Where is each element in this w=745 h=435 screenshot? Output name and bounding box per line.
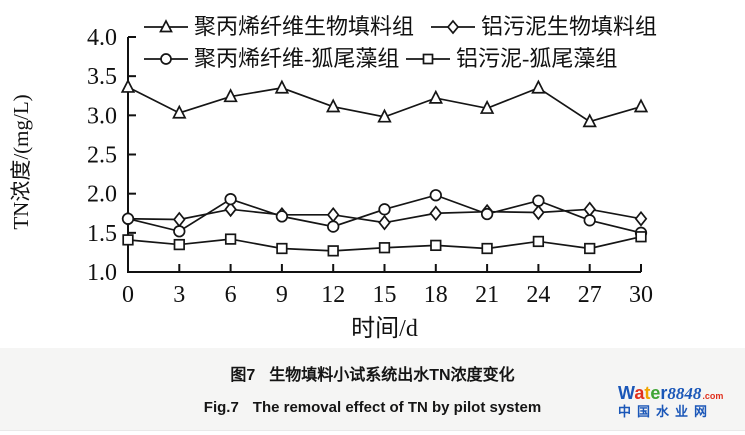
y-tick-label: 4.0 bbox=[87, 25, 117, 51]
data-point bbox=[224, 233, 237, 245]
legend-item-square: 铝污泥-狐尾藻组 bbox=[405, 46, 617, 72]
data-point bbox=[224, 201, 237, 218]
x-tick-label: 12 bbox=[321, 282, 345, 308]
data-point bbox=[327, 245, 339, 257]
y-tick-label: 1.5 bbox=[87, 221, 117, 247]
data-point bbox=[429, 205, 443, 222]
legend-item-circle: 聚丙烯纤维-狐尾藻组 bbox=[143, 46, 399, 72]
y-tick-label: 3.0 bbox=[87, 103, 117, 129]
square-marker-icon bbox=[406, 53, 450, 65]
x-tick-label: 15 bbox=[373, 282, 397, 308]
logo-wordmark: Water8848.com bbox=[618, 384, 740, 403]
figure-caption-zh: 图7 生物填料小试系统出水TN浓度变化 bbox=[0, 361, 745, 385]
x-tick-label: 27 bbox=[578, 282, 602, 308]
x-tick-label: 18 bbox=[424, 282, 448, 308]
data-point bbox=[224, 192, 237, 206]
logo-word: Water bbox=[618, 383, 668, 403]
data-point bbox=[480, 207, 494, 221]
data-point bbox=[430, 239, 442, 252]
figure-caption-en: Fig.7 The removal effect of TN by pilot s… bbox=[0, 399, 745, 416]
data-point bbox=[532, 235, 545, 248]
data-point bbox=[583, 214, 596, 227]
x-tick-label: 24 bbox=[526, 282, 550, 308]
figure-number-en: Fig.7 bbox=[203, 399, 239, 416]
y-tick-label: 3.5 bbox=[87, 64, 117, 90]
x-tick-label: 21 bbox=[475, 282, 499, 308]
water8848-logo: Water8848.com 中国水业网 bbox=[618, 384, 740, 419]
x-axis-label: 时间/d bbox=[351, 315, 418, 342]
data-point bbox=[121, 212, 135, 225]
caption-band: 图7 生物填料小试系统出水TN浓度变化 Fig.7 The removal effe… bbox=[0, 348, 745, 431]
data-point bbox=[633, 98, 649, 113]
data-point bbox=[173, 225, 186, 238]
axes bbox=[127, 37, 641, 273]
data-point bbox=[276, 242, 288, 255]
data-point bbox=[532, 204, 545, 221]
x-tick-label: 0 bbox=[122, 282, 134, 308]
figure-title-en: The removal effect of TN by pilot system bbox=[252, 399, 542, 416]
logo-tld: .com bbox=[702, 391, 724, 401]
data-point bbox=[327, 220, 340, 233]
x-tick-label: 9 bbox=[276, 282, 288, 308]
data-point bbox=[173, 211, 186, 228]
data-point bbox=[274, 79, 290, 94]
y-axis-label: TN浓度/(mg/L) bbox=[9, 94, 33, 229]
legend-label: 聚丙烯纤维-狐尾藻组 bbox=[194, 46, 400, 71]
figure-number-zh: 图7 bbox=[230, 367, 256, 384]
data-point bbox=[378, 214, 391, 231]
logo-number: 8848 bbox=[667, 384, 702, 403]
data-point bbox=[120, 78, 136, 93]
data-point bbox=[428, 89, 443, 104]
data-point bbox=[634, 210, 648, 227]
data-point bbox=[479, 99, 495, 114]
data-point bbox=[481, 242, 493, 255]
y-tick-label: 2.5 bbox=[87, 143, 117, 169]
logo-chinese-name: 中国水业网 bbox=[618, 403, 714, 419]
x-tick-label: 30 bbox=[629, 282, 653, 308]
tn-line-chart: 1.0 1.5 2.0 2.5 3.0 3.5 4.0 0 3 6 9 12 15 18 21 24 27 30 时… bbox=[9, 14, 658, 342]
legend-item-triangle: 聚丙烯纤维生物填料组 bbox=[143, 14, 414, 40]
data-point bbox=[582, 113, 597, 128]
figure-title-zh: 生物填料小试系统出水TN浓度变化 bbox=[269, 367, 515, 384]
legend-label: 聚丙烯纤维生物填料组 bbox=[194, 14, 415, 39]
data-point bbox=[173, 238, 185, 251]
y-tick-label: 1.0 bbox=[87, 260, 117, 286]
plot-svg: 1.0 1.5 2.0 2.5 3.0 3.5 4.0 0 3 6 9 12 15 18 21 24 27 30 时… bbox=[9, 25, 653, 342]
data-point bbox=[378, 242, 391, 254]
data-point bbox=[584, 242, 596, 255]
data-point bbox=[122, 234, 134, 246]
data-point bbox=[172, 104, 187, 119]
data-point bbox=[326, 206, 340, 223]
data-point bbox=[377, 108, 392, 123]
data-point bbox=[223, 88, 238, 103]
x-tick-label: 6 bbox=[225, 282, 237, 308]
legend-item-diamond: 铝污泥生物填料组 bbox=[430, 14, 657, 40]
data-point bbox=[635, 231, 647, 243]
data-point bbox=[429, 189, 442, 202]
y-tick-label: 2.0 bbox=[87, 182, 117, 208]
x-tick-label: 3 bbox=[173, 282, 185, 308]
data-point bbox=[532, 194, 545, 207]
diamond-marker-icon bbox=[431, 19, 475, 35]
data-point bbox=[378, 203, 391, 216]
data-point bbox=[326, 98, 341, 113]
data-point bbox=[531, 79, 546, 94]
triangle-marker-icon bbox=[144, 19, 188, 33]
legend-label: 铝污泥生物填料组 bbox=[481, 14, 658, 39]
circle-marker-icon bbox=[144, 53, 188, 65]
data-point bbox=[275, 210, 289, 223]
legend-label: 铝污泥-狐尾藻组 bbox=[456, 46, 618, 71]
data-point bbox=[583, 201, 596, 218]
